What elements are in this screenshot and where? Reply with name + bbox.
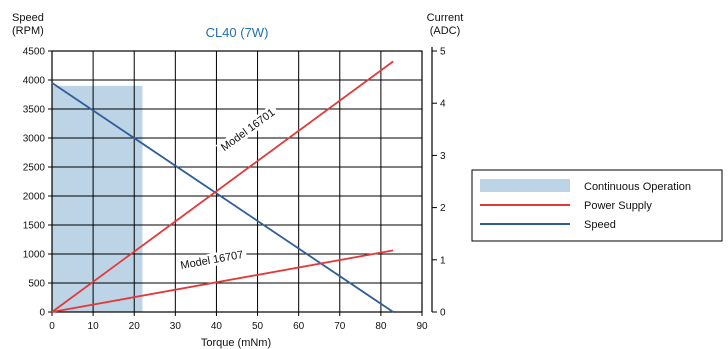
- y-right-tick-label-1: 1: [440, 255, 446, 266]
- y-left-tick-label-5: 2500: [23, 163, 46, 174]
- y-right-axis-title-line1: Current: [427, 12, 464, 24]
- annotation-background-0: [215, 103, 280, 156]
- legend-swatch-continuous-operation: [480, 179, 570, 192]
- legend-label-power-supply: Power Supply: [584, 200, 652, 212]
- series-line-power-supply-2: [51, 249, 394, 313]
- y-left-tick-label-0: 0: [39, 308, 45, 319]
- x-tick-label-1: 10: [88, 321, 100, 332]
- y-left-axis-title-line1: Speed: [12, 12, 44, 24]
- y-left-tick-label-3: 1500: [23, 221, 46, 232]
- y-left-tick-label-9: 4500: [23, 47, 46, 58]
- annotation-label-1: Model 16707: [180, 249, 245, 272]
- y-left-tick-label-7: 3500: [23, 105, 46, 116]
- annotation-group-1: Model 16707: [176, 247, 248, 273]
- y-right-tick-label-0: 0: [440, 308, 446, 319]
- annotation-label-0: Model 16701: [219, 107, 277, 154]
- y-right-tick-label-5: 5: [440, 47, 446, 58]
- chart-title: CL40 (7W): [206, 25, 269, 40]
- x-tick-label-3: 30: [170, 321, 182, 332]
- x-tick-label-8: 80: [375, 321, 387, 332]
- x-tick-label-6: 60: [293, 321, 305, 332]
- continuous-operation-region: [52, 85, 143, 312]
- y-right-axis-title-line2: (ADC): [430, 25, 461, 37]
- y-left-tick-label-6: 3000: [23, 134, 46, 145]
- y-left-tick-label-2: 1000: [23, 250, 46, 261]
- plot-frame: [51, 50, 423, 313]
- x-axis-title: Torque (mNm): [201, 337, 271, 349]
- y-left-tick-label-4: 2000: [23, 192, 46, 203]
- y-right-tick-label-3: 3: [440, 151, 446, 162]
- legend-label-speed: Speed: [584, 219, 616, 231]
- x-tick-label-0: 0: [49, 321, 55, 332]
- x-tick-label-2: 20: [129, 321, 141, 332]
- x-tick-label-5: 50: [252, 321, 264, 332]
- y-left-tick-label-1: 500: [28, 279, 45, 290]
- legend-label-continuous-operation: Continuous Operation: [584, 181, 691, 193]
- legend: Continuous Operation Power Supply Speed: [471, 169, 723, 242]
- y-right-tick-label-4: 4: [440, 99, 446, 110]
- y-right-tick-label-2: 2: [440, 203, 446, 214]
- series-line-speed-0: [51, 82, 394, 313]
- x-tick-label-4: 40: [211, 321, 223, 332]
- y-left-axis-title-line2: (RPM): [12, 25, 44, 37]
- x-tick-label-7: 70: [334, 321, 346, 332]
- annotation-group-0: Model 16701: [215, 103, 280, 156]
- series-line-power-supply-1: [51, 60, 394, 313]
- x-tick-label-9: 90: [416, 321, 428, 332]
- annotation-background-1: [176, 247, 248, 273]
- y-left-tick-label-8: 4000: [23, 76, 46, 87]
